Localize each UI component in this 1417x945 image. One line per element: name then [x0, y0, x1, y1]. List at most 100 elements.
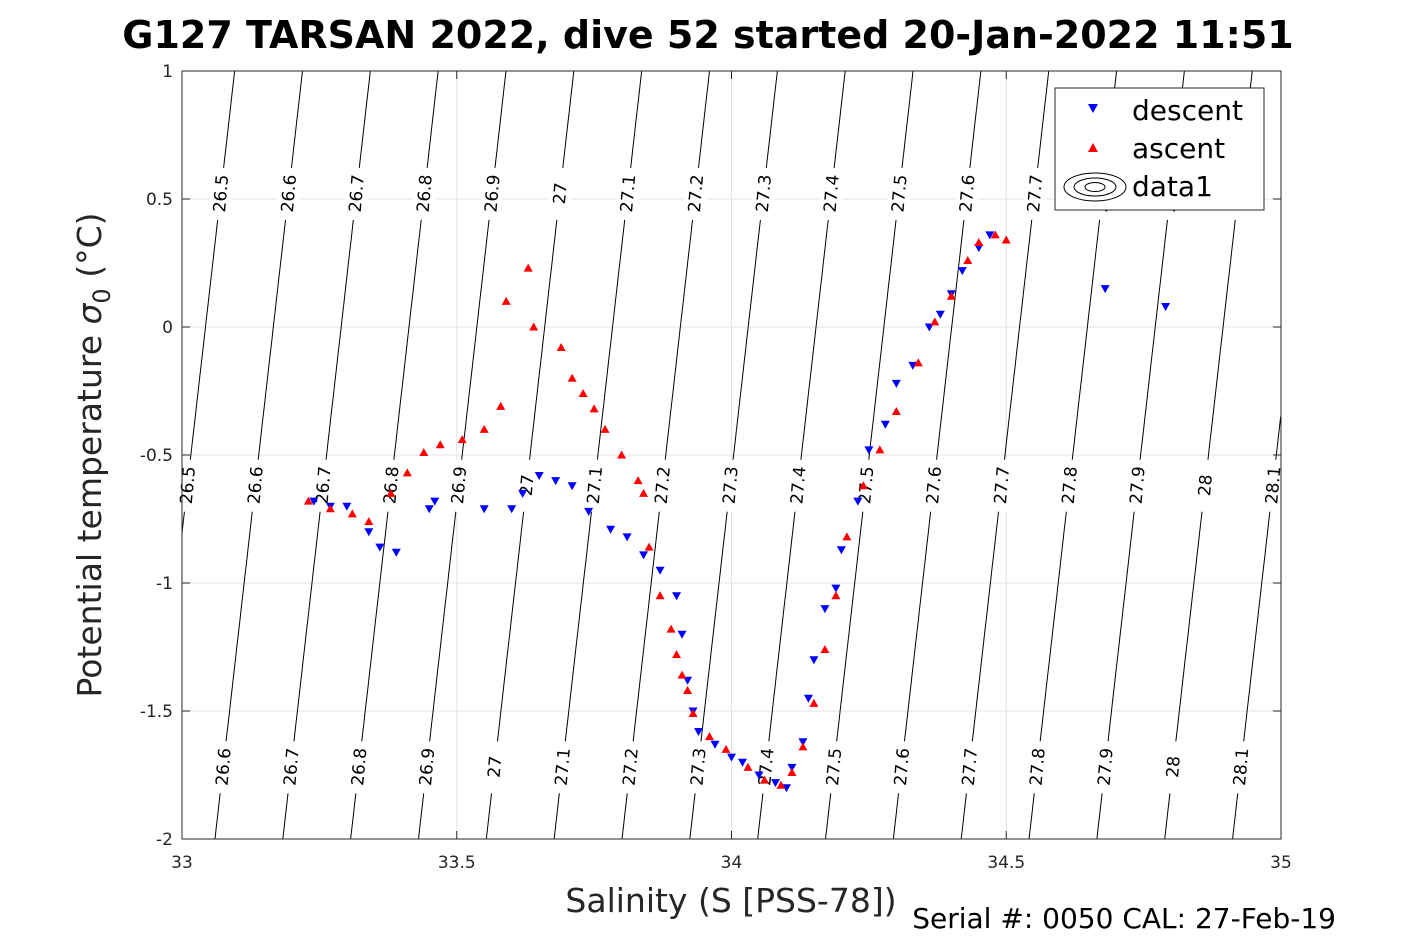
isopycnal-label-bg — [616, 167, 639, 220]
descent-point — [655, 566, 665, 575]
isopycnal-label: 26.8 — [348, 747, 371, 786]
descent-point — [342, 502, 352, 511]
descent-point — [567, 482, 577, 491]
x-tick-label: 34.5 — [987, 853, 1025, 873]
isopycnal-label: 28 — [1195, 474, 1217, 497]
isopycnal-label: 27.2 — [620, 747, 643, 786]
ascent-point — [435, 440, 445, 449]
ascent-point — [347, 509, 357, 518]
isopycnal-label-bg — [447, 459, 470, 512]
isopycnal-label-bg — [1229, 741, 1252, 794]
descent-point — [985, 231, 995, 240]
descent-point — [672, 592, 682, 601]
isopycnal-label-bg — [483, 741, 506, 794]
descent-point — [754, 771, 764, 780]
isopycnal-label: 27 — [485, 755, 507, 778]
isopycnal-label: 26.9 — [481, 174, 504, 213]
isopycnal-label-bg — [379, 459, 402, 512]
ascent-point — [891, 406, 901, 415]
ascent-point — [523, 263, 533, 272]
isopycnal-label: 26.8 — [414, 174, 437, 213]
ascent-point — [567, 373, 577, 382]
descent-point — [622, 533, 632, 542]
descent-point — [864, 446, 874, 455]
isopycnal-label-bg — [888, 167, 911, 220]
isopycnal-label: 26.5 — [210, 174, 233, 213]
isopycnal-label: 26.9 — [448, 466, 471, 505]
isopycnal-label: 27.8 — [1059, 466, 1082, 505]
isopycnal-label: 27.5 — [888, 174, 911, 213]
isopycnal-label: 27.7 — [1024, 174, 1047, 213]
legend: descent ascent data1 — [1054, 87, 1265, 211]
isopycnal-label: 26.6 — [245, 466, 268, 505]
isopycnal-label-bg — [583, 459, 606, 512]
ascent-point — [831, 591, 841, 600]
isopycnal-label: 27.2 — [685, 174, 708, 213]
isopycnal-label: 27.9 — [1095, 747, 1118, 786]
isopycnal-label-bg — [684, 167, 707, 220]
isopycnal-label-bg — [415, 741, 438, 794]
ascent-point — [578, 389, 588, 398]
isopycnal-label: 27.1 — [552, 747, 575, 786]
isopycnal-label: 27.1 — [584, 466, 607, 505]
y-tick-label: -0.5 — [140, 446, 173, 466]
descent-point — [606, 525, 616, 534]
axes: 33 33.5 34 34.5 35 -2 -1.5 -1 -0.5 0 0.5 1 — [140, 62, 1292, 873]
serial-footnote: Serial #: 0050 CAL: 27-Feb-19 — [912, 902, 1336, 935]
ascent-point — [633, 476, 643, 485]
isopycnal-label-bg — [548, 167, 571, 220]
isopycnal-label: 27.8 — [1027, 747, 1050, 786]
isopycnal-label: 26.8 — [380, 466, 403, 505]
ascent-point — [842, 532, 852, 541]
isopycnal-label-bg — [619, 741, 642, 794]
y-tick-label: 0 — [162, 318, 173, 338]
ascent-point — [820, 645, 830, 654]
isopycnal-label-bg — [890, 741, 913, 794]
isopycnal-label: 27.7 — [959, 747, 982, 786]
ascent-point — [666, 624, 676, 633]
ascent-point — [721, 744, 731, 753]
ascent-point — [759, 775, 769, 784]
descent-point — [836, 546, 846, 555]
ascent-point — [677, 670, 687, 679]
ascent-point — [688, 709, 698, 718]
descent-point — [853, 497, 863, 506]
ascent-point — [655, 591, 665, 600]
descent-point — [584, 507, 594, 516]
descent-point — [891, 379, 901, 388]
descent-point — [1161, 303, 1171, 312]
legend-marker-descent — [1088, 104, 1098, 113]
descent-point — [309, 497, 319, 506]
y-tick-label: -2 — [156, 830, 173, 850]
isopycnal-label-bg — [990, 459, 1013, 512]
descent-point — [364, 528, 374, 537]
legend-contour-icon — [1063, 172, 1127, 202]
isopycnal-label-bg — [279, 741, 302, 794]
isopycnal-label-bg — [1026, 741, 1049, 794]
isopycnal-label: 27.4 — [787, 466, 810, 505]
ascent-point — [705, 732, 715, 741]
ascent-point — [930, 317, 940, 326]
isopycnal-label-bg — [1094, 741, 1117, 794]
isopycnal-label-bg — [515, 459, 538, 512]
descent-point — [820, 605, 830, 614]
descent-point — [677, 630, 687, 639]
ascent-point — [496, 401, 506, 410]
isopycnal-label: 27.6 — [923, 466, 946, 505]
descent-point — [831, 584, 841, 593]
isopycnal-label: 26.7 — [313, 466, 336, 505]
isopycnal-label-bg — [1261, 459, 1284, 512]
isopycnal-label: 27.9 — [1127, 466, 1150, 505]
x-tick-label: 35 — [1270, 853, 1292, 873]
descent-point — [683, 676, 693, 685]
ascent-point — [325, 504, 335, 513]
descent-point — [479, 505, 489, 514]
ascent-point — [743, 762, 753, 771]
descent-point — [694, 727, 704, 736]
ascent-point — [990, 230, 1000, 239]
y-tick-label: -1 — [156, 574, 173, 594]
x-tick-label: 33 — [171, 853, 193, 873]
isopycnal-label: 26.9 — [416, 747, 439, 786]
ascent-point — [776, 780, 786, 789]
isopycnal-label-bg — [752, 167, 775, 220]
